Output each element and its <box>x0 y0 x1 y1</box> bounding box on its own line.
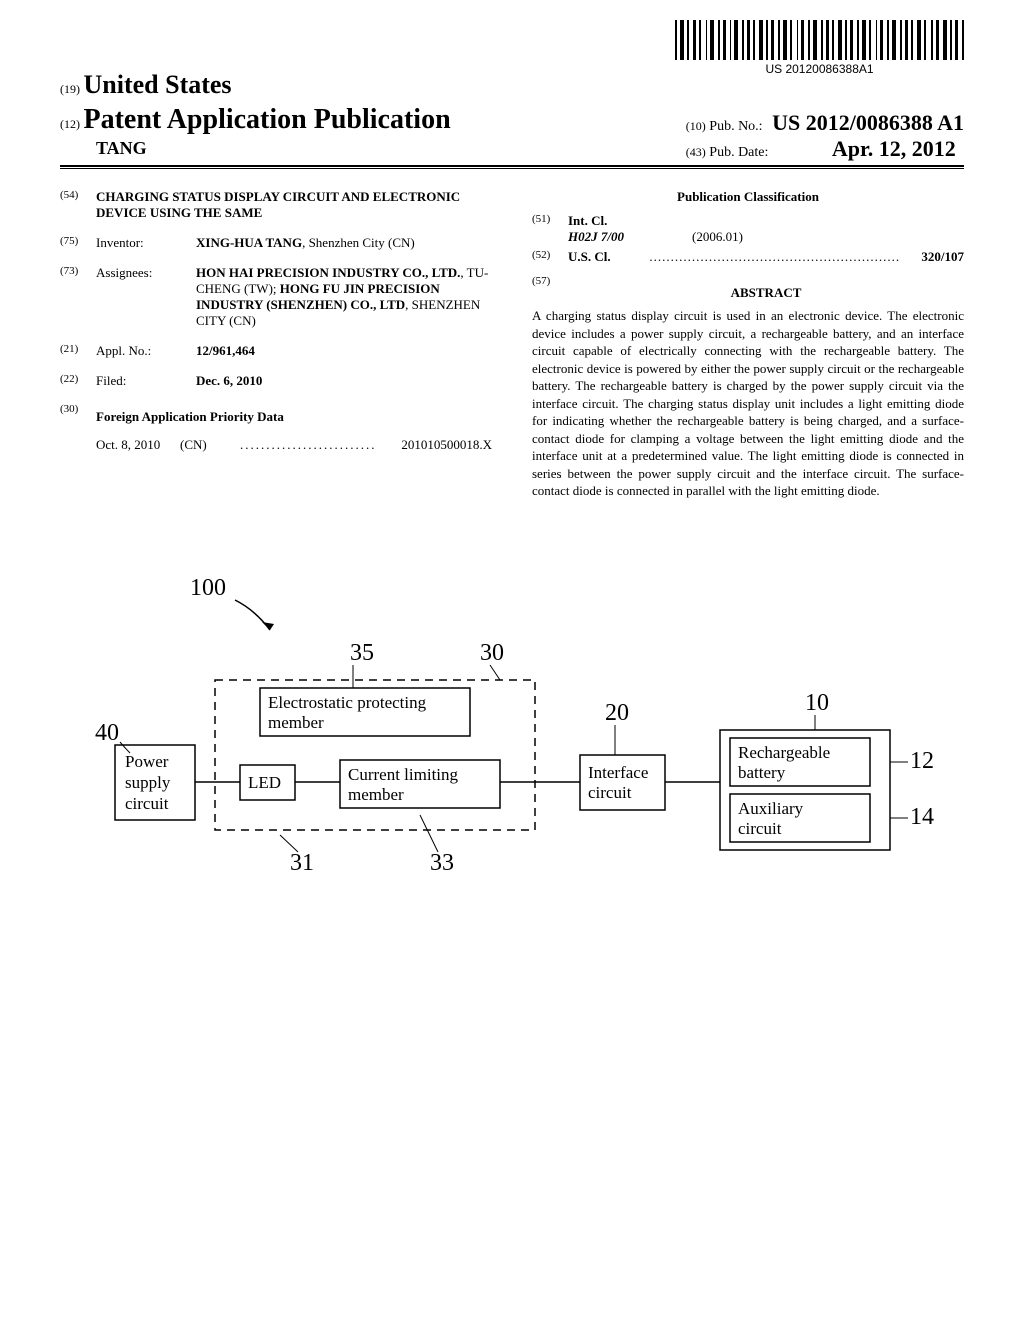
priority-date: Oct. 8, 2010 <box>60 437 180 453</box>
right-column: Publication Classification (51) Int. Cl.… <box>532 189 964 500</box>
divider-thick <box>60 165 964 167</box>
svg-text:supply: supply <box>125 773 171 792</box>
priority-header: Foreign Application Priority Data <box>96 409 492 425</box>
barcode-number: US 20120086388A1 <box>675 62 964 76</box>
pubdate-value: Apr. 12, 2012 <box>832 136 956 161</box>
ref-14: 14 <box>910 804 934 830</box>
inventor-num: (75) <box>60 235 96 251</box>
assignee-num: (73) <box>60 265 96 329</box>
bibliographic-columns: (54) CHARGING STATUS DISPLAY CIRCUIT AND… <box>60 189 964 500</box>
invention-title: CHARGING STATUS DISPLAY CIRCUIT AND ELEC… <box>96 189 492 221</box>
abstract-header: ABSTRACT <box>568 285 964 301</box>
applno-value: 12/961,464 <box>196 343 492 359</box>
left-column: (54) CHARGING STATUS DISPLAY CIRCUIT AND… <box>60 189 492 500</box>
svg-text:battery: battery <box>738 763 786 782</box>
ref-20: 20 <box>605 700 629 726</box>
pubdate-label: Pub. Date: <box>709 145 768 160</box>
ref-10: 10 <box>805 690 829 716</box>
abstract-num: (57) <box>532 275 568 307</box>
svg-text:Auxiliary: Auxiliary <box>738 799 804 818</box>
svg-text:Rechargeable: Rechargeable <box>738 743 830 762</box>
priority-data-row: Oct. 8, 2010 (CN) ......................… <box>60 437 492 453</box>
intcl-num: (51) <box>532 213 568 229</box>
svg-text:circuit: circuit <box>738 819 782 838</box>
intcl-code: H02J 7/00 <box>532 229 692 245</box>
title-num: (54) <box>60 189 96 221</box>
assignee-label: Assignees: <box>96 265 196 329</box>
assignee-value: HON HAI PRECISION INDUSTRY CO., LTD., TU… <box>196 265 492 329</box>
filed-label: Filed: <box>96 373 196 389</box>
uscl-dots: ........................................… <box>628 249 921 265</box>
inventor-value: XING-HUA TANG, Shenzhen City (CN) <box>196 235 492 251</box>
uscl-value: 320/107 <box>921 249 964 265</box>
electrostatic-box-l1: Electrostatic protecting <box>268 693 427 712</box>
pubno-num: (10) <box>686 119 706 133</box>
filed-value: Dec. 6, 2010 <box>196 373 492 389</box>
priority-country: (CN) <box>180 437 240 453</box>
barcode <box>675 20 964 60</box>
ref-30: 30 <box>480 640 504 666</box>
svg-text:Current limiting: Current limiting <box>348 765 459 784</box>
svg-text:Power: Power <box>125 752 169 771</box>
priority-dots: .......................... <box>240 437 401 453</box>
led-box: LED <box>248 773 281 792</box>
pubno-value: US 2012/0086388 A1 <box>772 110 964 135</box>
ref-33: 33 <box>430 850 454 876</box>
ref-12: 12 <box>910 748 934 774</box>
applno-num: (21) <box>60 343 96 359</box>
classification-header: Publication Classification <box>532 189 964 205</box>
intcl-label: Int. Cl. <box>568 213 628 229</box>
electrostatic-box-l2: member <box>268 713 324 732</box>
uscl-label: U.S. Cl. <box>568 249 628 265</box>
ref-40: 40 <box>95 720 119 746</box>
priority-value: 201010500018.X <box>401 437 492 453</box>
divider-thin <box>60 168 964 169</box>
ref-35: 35 <box>350 640 374 666</box>
ref-100: 100 <box>190 575 226 601</box>
filed-num: (22) <box>60 373 96 389</box>
block-diagram: 100 35 30 Electrostatic protecting membe… <box>60 570 964 970</box>
svg-text:circuit: circuit <box>588 783 632 802</box>
abstract-text: A charging status display circuit is use… <box>532 307 964 500</box>
uscl-num: (52) <box>532 249 568 265</box>
country-name: United States <box>84 70 232 99</box>
applno-label: Appl. No.: <box>96 343 196 359</box>
pub-num: (12) <box>60 117 80 131</box>
svg-text:circuit: circuit <box>125 794 169 813</box>
pubno-label: Pub. No.: <box>709 119 762 134</box>
pub-title: Patent Application Publication <box>84 104 451 135</box>
barcode-region: US 20120086388A1 <box>675 20 964 76</box>
svg-text:member: member <box>348 785 404 804</box>
inventor-label: Inventor: <box>96 235 196 251</box>
priority-num: (30) <box>60 403 96 433</box>
country-num: (19) <box>60 82 80 96</box>
svg-text:Interface: Interface <box>588 763 648 782</box>
intcl-year: (2006.01) <box>692 229 743 245</box>
header-right: (10) Pub. No.: US 2012/0086388 A1 (43) P… <box>686 110 964 162</box>
pubdate-num: (43) <box>686 145 706 159</box>
ref-31: 31 <box>290 850 314 876</box>
